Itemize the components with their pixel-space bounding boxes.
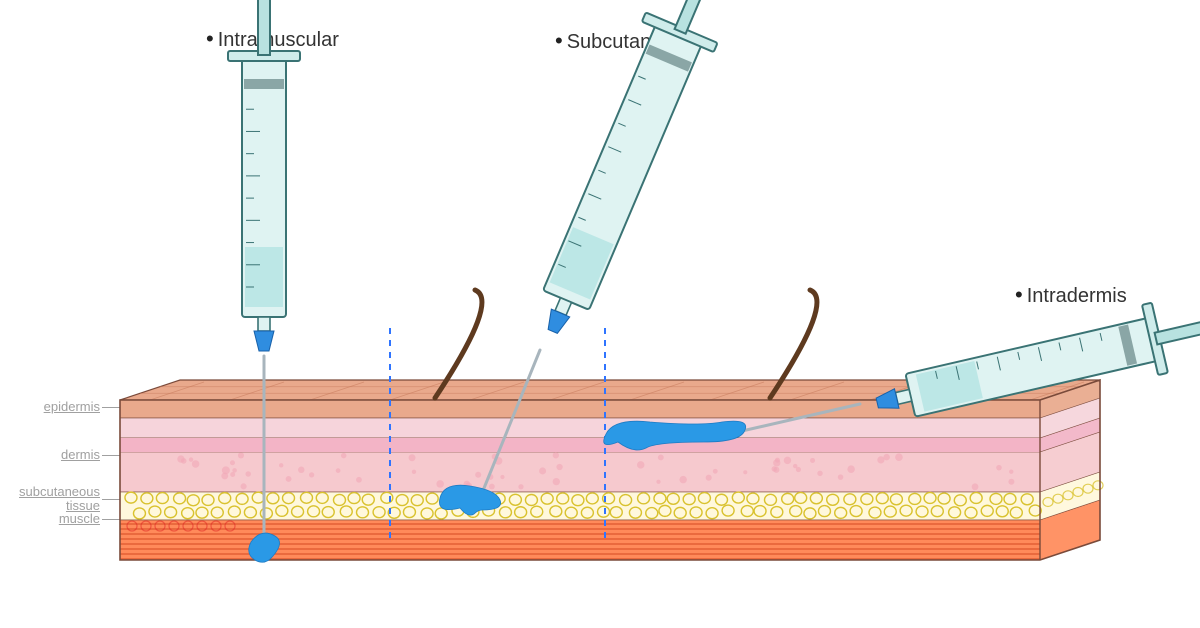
layer-dermis_top <box>120 418 1040 438</box>
illustration-svg <box>0 0 1200 628</box>
syringe-intramuscular <box>228 0 300 351</box>
syringe-subcutaneous <box>517 0 743 347</box>
diagram-stage: Intramuscular Subcutaneons Intradermis e… <box>0 0 1200 628</box>
